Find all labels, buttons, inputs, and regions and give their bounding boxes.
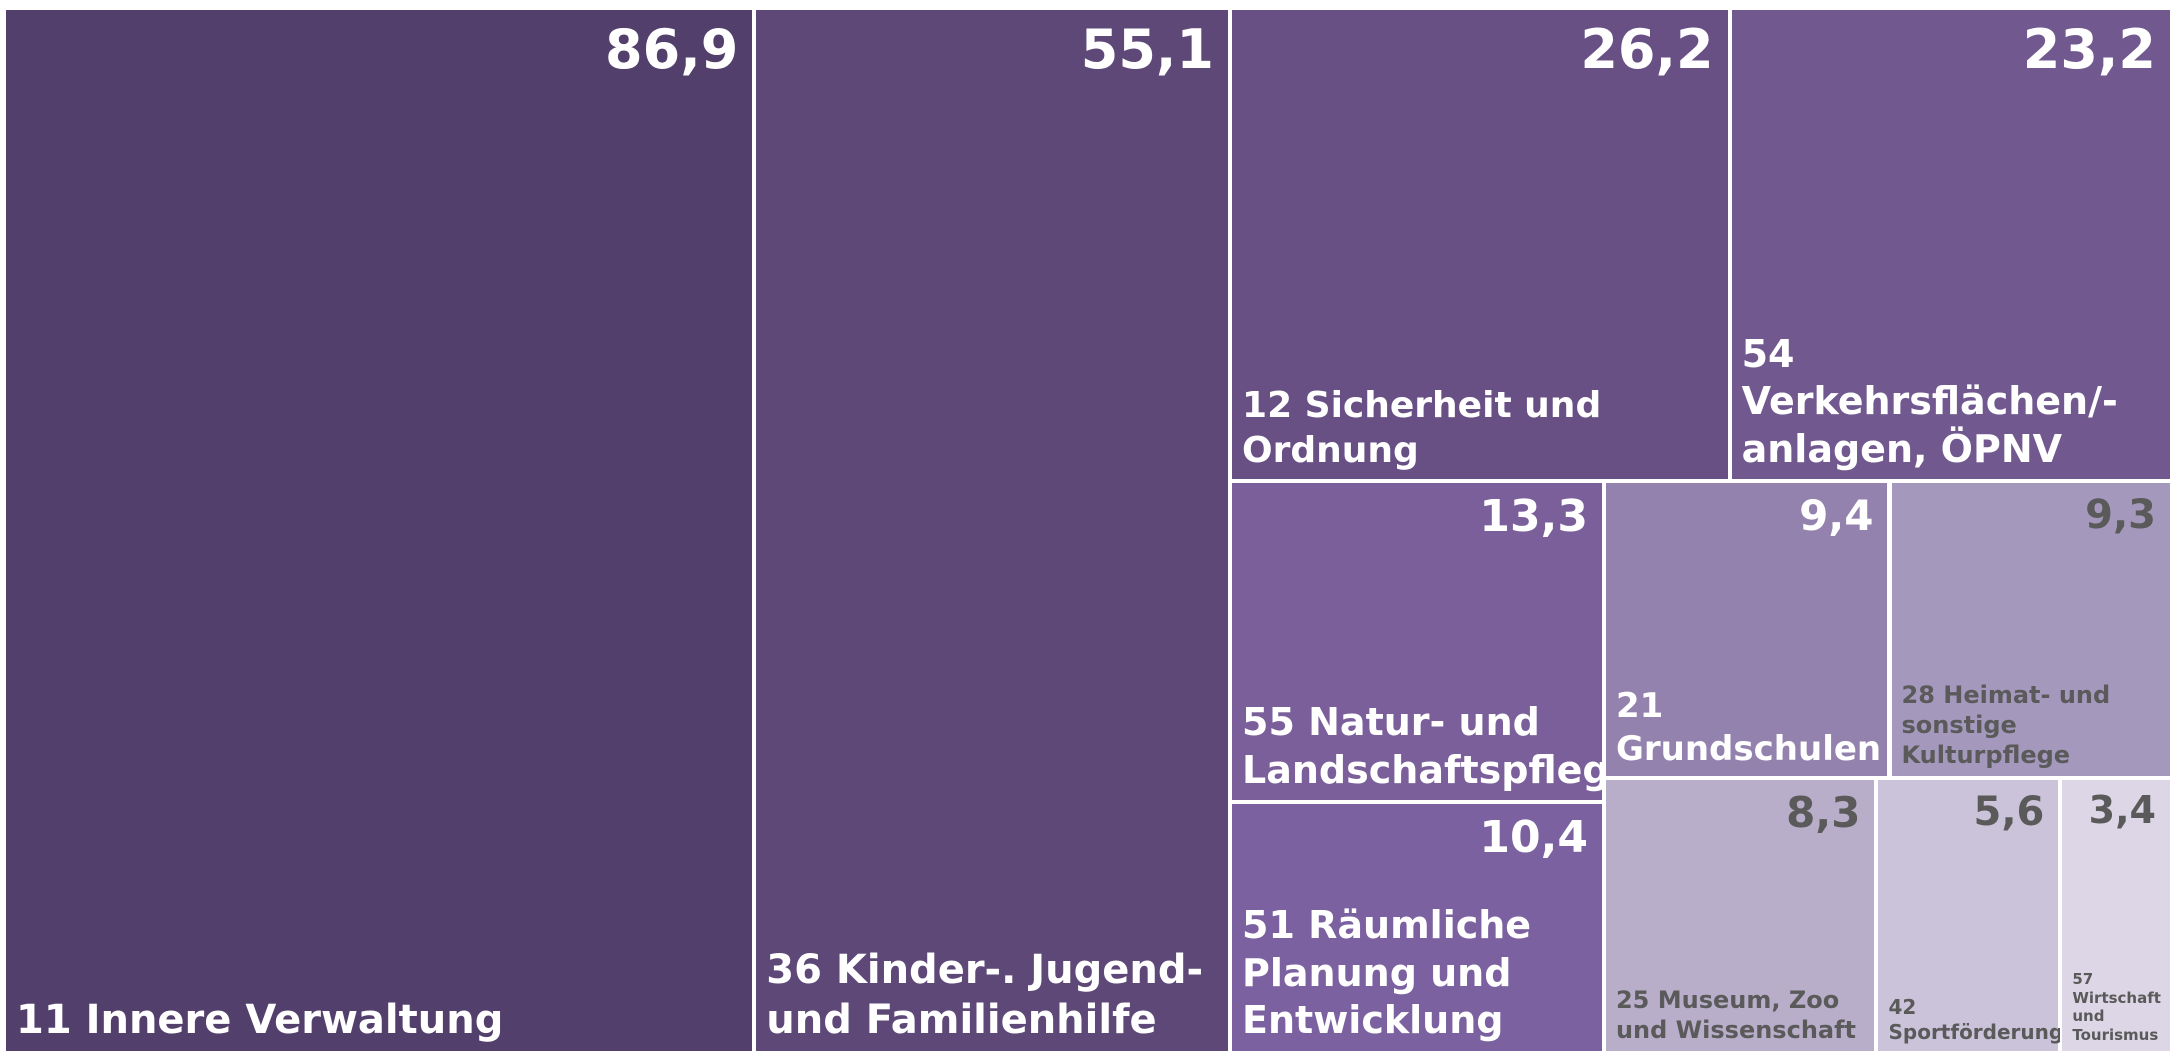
tile: 9,3 28 Heimat- und sonstige Kulturpflege <box>1889 481 2172 779</box>
category-label: 36 Kinder-. Jugend- und Familienhilfe <box>766 947 1204 1043</box>
category-label: 57 Wirtschaft und Tourismus <box>2072 969 2161 1045</box>
tile: 86,9 11 Innere Verwaltung <box>4 8 755 1053</box>
category-label: 51 Räumliche Planung und Entwicklung <box>1242 903 1532 1043</box>
category-label: 12 Sicherheit und Ordnung <box>1242 385 1602 472</box>
value-label: 55,1 <box>1080 18 1214 81</box>
value-label: 26,2 <box>1580 18 1714 81</box>
category-label: 42 Sportförderung <box>1888 994 2064 1044</box>
value-label: 9,4 <box>1799 491 1874 541</box>
value-label: 86,9 <box>605 18 739 81</box>
value-label: 5,6 <box>1973 789 2045 836</box>
category-label: 55 Natur- und Landschaftspflege <box>1242 700 1636 792</box>
value-label: 10,4 <box>1479 812 1588 864</box>
tile: 23,2 54 Verkehrsflächen/-anlagen, ÖPNV <box>1729 8 2172 482</box>
value-label: 23,2 <box>2022 18 2156 81</box>
category-label: 54 Verkehrsflächen/-anlagen, ÖPNV <box>1741 331 2118 471</box>
tile: 55,1 36 Kinder-. Jugend- und Familienhilf… <box>754 8 1230 1053</box>
tile: 3,4 57 Wirtschaft und Tourismus <box>2060 778 2172 1053</box>
tile: 10,4 51 Räumliche Planung und Entwicklung <box>1230 802 1604 1053</box>
value-label: 13,3 <box>1479 491 1588 543</box>
tile: 13,3 55 Natur- und Landschaftspflege <box>1230 481 1636 803</box>
category-label: 28 Heimat- und sonstige Kulturpflege <box>1901 681 2111 770</box>
value-label: 8,3 <box>1786 788 1861 838</box>
tile: 8,3 25 Museum, Zoo und Wissenschaft <box>1603 778 1877 1053</box>
category-label: 11 Innere Verwaltung <box>16 997 504 1043</box>
value-label: 3,4 <box>2088 788 2156 833</box>
category-label: 25 Museum, Zoo und Wissenschaft <box>1615 985 1857 1044</box>
tile: 26,2 12 Sicherheit und Ordnung <box>1230 8 1730 482</box>
tile: 9,4 21 Grundschulen <box>1603 481 1890 779</box>
value-label: 9,3 <box>2085 492 2156 539</box>
tile: 5,6 42 Sportförderung <box>1876 778 2064 1053</box>
category-label: 21 Grundschulen <box>1615 686 1882 769</box>
